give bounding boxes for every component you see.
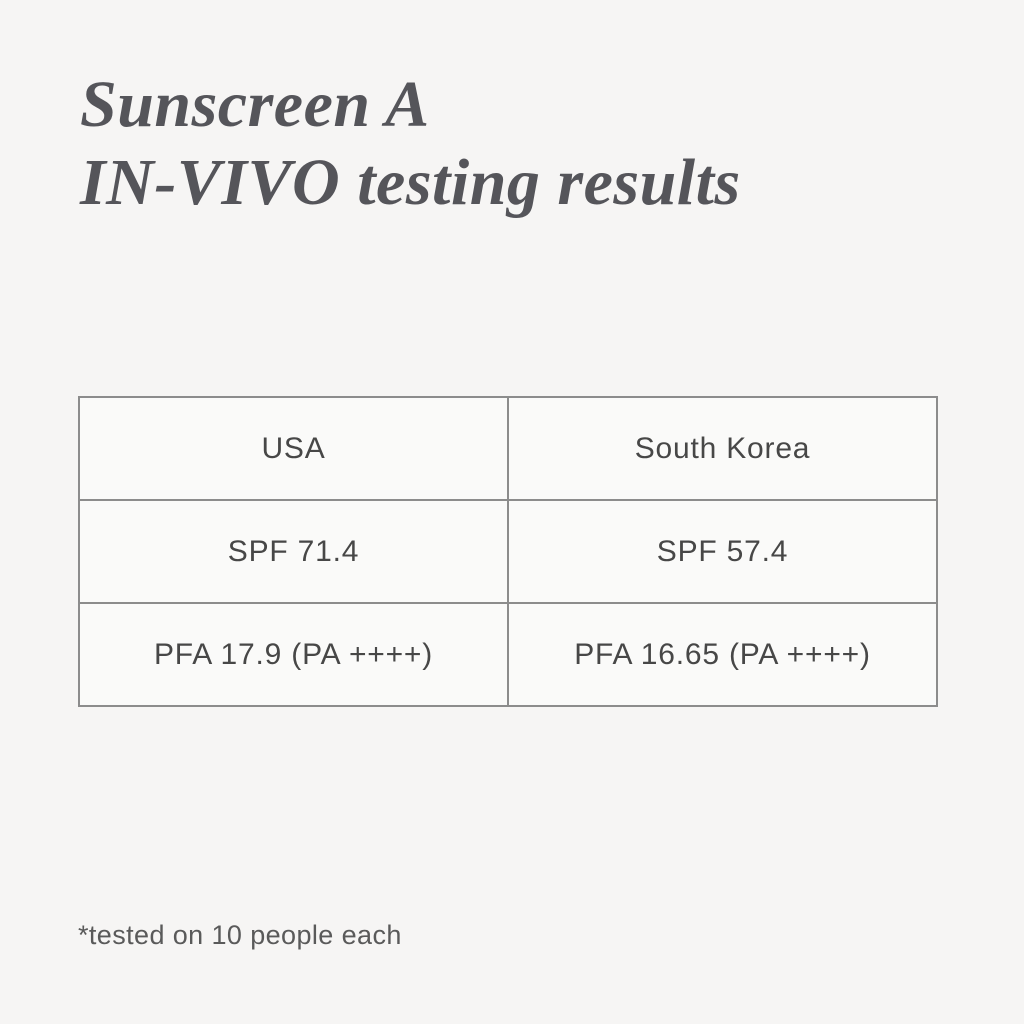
- table-row-spf: SPF 71.4 SPF 57.4: [78, 499, 938, 604]
- column-header-usa: USA: [78, 396, 509, 501]
- pfa-value-usa: PFA 17.9 (PA ++++): [78, 602, 509, 707]
- table-row-pfa: PFA 17.9 (PA ++++) PFA 16.65 (PA ++++): [78, 602, 938, 707]
- page-title: Sunscreen A IN-VIVO testing results: [80, 66, 741, 222]
- table-header-row: USA South Korea: [78, 396, 938, 501]
- results-table: USA South Korea SPF 71.4 SPF 57.4 PFA 17…: [78, 396, 938, 707]
- spf-value-south-korea: SPF 57.4: [507, 499, 938, 604]
- footnote: *tested on 10 people each: [78, 920, 402, 950]
- pfa-value-south-korea: PFA 16.65 (PA ++++): [507, 602, 938, 707]
- title-line-subject: IN-VIVO testing results: [80, 146, 741, 219]
- title-line-product: Sunscreen A: [80, 68, 430, 141]
- spf-value-usa: SPF 71.4: [78, 499, 509, 604]
- column-header-south-korea: South Korea: [507, 396, 938, 501]
